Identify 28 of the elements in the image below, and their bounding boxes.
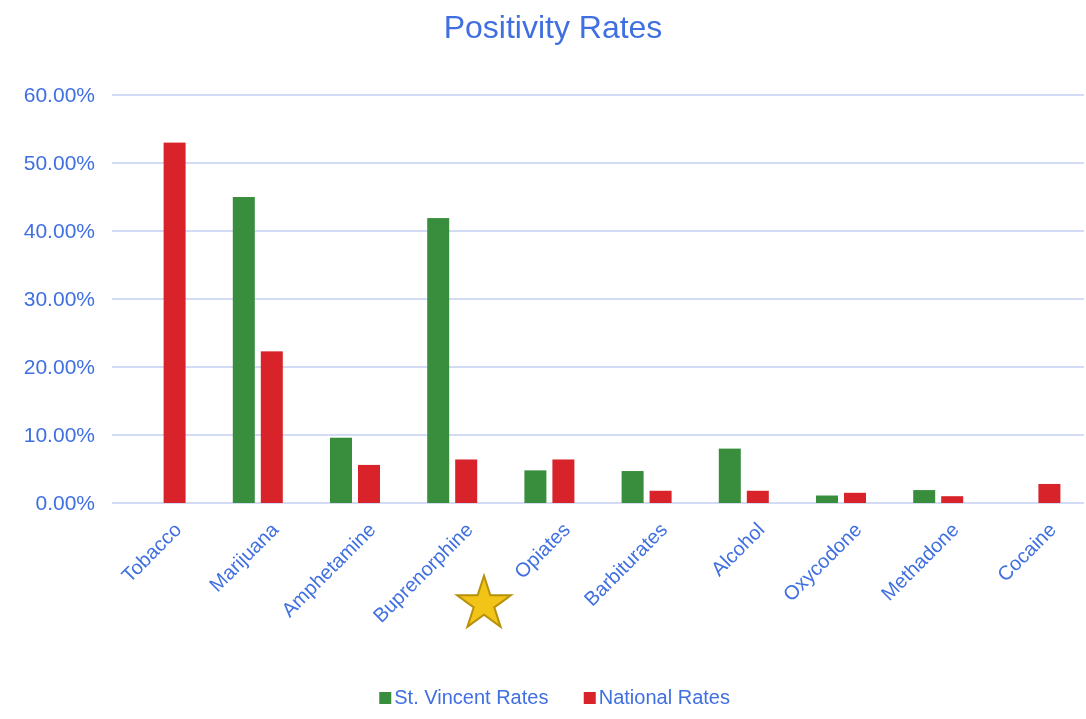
bar: [941, 496, 964, 503]
bar: [232, 197, 255, 503]
y-tick-label: 50.00%: [23, 151, 95, 175]
bar: [621, 471, 644, 503]
bar: [163, 142, 186, 503]
bar: [455, 459, 478, 503]
bar: [330, 437, 352, 503]
y-tick-label: 40.00%: [23, 219, 95, 243]
bar: [358, 464, 380, 503]
bar: [1038, 483, 1061, 503]
bar: [552, 459, 575, 503]
legend-label: National Rates: [598, 686, 730, 708]
y-tick-label: 20.00%: [23, 355, 95, 379]
bar: [746, 490, 769, 503]
bar: [649, 490, 672, 503]
y-tick-label: 10.00%: [23, 423, 95, 447]
y-tick-label: 30.00%: [23, 287, 95, 311]
bar: [427, 218, 450, 503]
legend-label: St. Vincent Rates: [394, 686, 549, 708]
bar: [524, 470, 547, 503]
y-tick-label: 60.00%: [23, 83, 95, 107]
bar: [816, 495, 838, 503]
y-tick-label: 0.00%: [35, 491, 95, 515]
bar: [718, 448, 741, 503]
bar: [913, 490, 936, 503]
chart-title: Positivity Rates: [443, 9, 663, 45]
bar: [844, 492, 866, 503]
bar: [260, 351, 283, 503]
